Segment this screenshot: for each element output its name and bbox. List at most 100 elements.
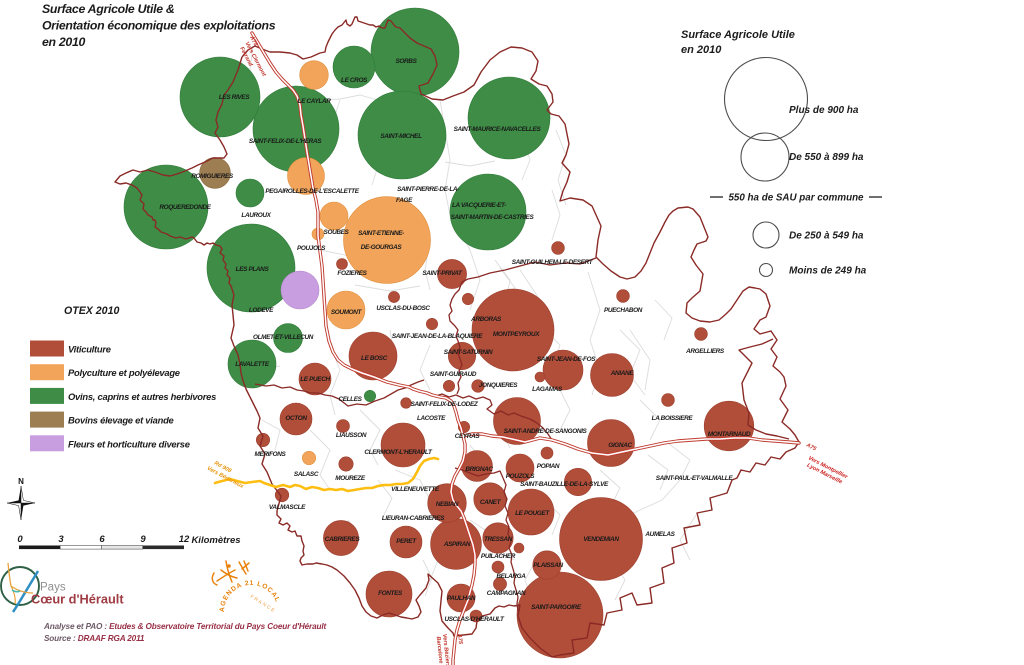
svg-text:Vers Béziers: Vers Béziers [441, 634, 450, 665]
svg-text:CAMPAGNAN: CAMPAGNAN [487, 590, 526, 597]
svg-text:Surface Agricole Utile: Surface Agricole Utile [681, 29, 795, 41]
svg-text:SAINT-JEAN-DE-LA-BLAQUIERE: SAINT-JEAN-DE-LA-BLAQUIERE [392, 333, 483, 340]
svg-text:SAINT-GUILHEM-LE-DESERT: SAINT-GUILHEM-LE-DESERT [512, 259, 594, 266]
svg-text:PAULHAN: PAULHAN [447, 595, 476, 602]
svg-text:SAINT-JEAN-DE-FOS: SAINT-JEAN-DE-FOS [537, 356, 596, 363]
svg-text:0: 0 [17, 534, 23, 545]
svg-text:LIAUSSON: LIAUSSON [336, 432, 367, 439]
svg-text:LE CROS: LE CROS [341, 77, 368, 84]
svg-text:POPIAN: POPIAN [537, 463, 560, 470]
svg-text:LODEVE: LODEVE [249, 307, 274, 314]
svg-text:DE-GOURGAS: DE-GOURGAS [361, 244, 403, 251]
svg-text:LE CAYLAR: LE CAYLAR [298, 98, 332, 105]
svg-text:ANIANE: ANIANE [610, 370, 634, 377]
svg-text:SAINT-FELIX-DE-L'HERAS: SAINT-FELIX-DE-L'HERAS [249, 138, 322, 145]
svg-text:CANET: CANET [480, 499, 502, 506]
svg-text:9: 9 [140, 534, 146, 545]
svg-text:12: 12 [179, 534, 190, 545]
svg-text:LES PLANS: LES PLANS [236, 266, 270, 273]
svg-text:SAINT-GUIRAUD: SAINT-GUIRAUD [430, 371, 477, 378]
svg-text:De 550 à 899 ha: De 550 à 899 ha [789, 152, 864, 163]
svg-text:SAINT-FELIX-DE-LODEZ: SAINT-FELIX-DE-LODEZ [411, 401, 479, 408]
svg-text:ROMIGUIERES: ROMIGUIERES [191, 173, 234, 180]
svg-text:USCLAS-DU-BOSC: USCLAS-DU-BOSC [376, 305, 430, 312]
svg-text:Analyse et PAO : Etudes & Obse: Analyse et PAO : Etudes & Observatoire T… [43, 622, 326, 631]
svg-text:Barcelone: Barcelone [435, 636, 444, 664]
svg-text:De 250 à 549 ha: De 250 à 549 ha [789, 231, 864, 242]
svg-text:LA BOISSIERE: LA BOISSIERE [652, 415, 694, 422]
svg-text:JONQUIERES: JONQUIERES [479, 382, 518, 389]
svg-text:LACOSTE: LACOSTE [417, 415, 446, 422]
svg-text:3: 3 [58, 534, 64, 545]
svg-text:MOUREZE: MOUREZE [335, 475, 366, 482]
svg-text:LE BOSC: LE BOSC [361, 355, 388, 362]
svg-text:FOZIERES: FOZIERES [337, 270, 367, 277]
svg-text:LE POUGET: LE POUGET [515, 510, 550, 517]
svg-text:SAINT-MAURICE-NAVACELLES: SAINT-MAURICE-NAVACELLES [454, 126, 542, 133]
svg-text:6: 6 [99, 534, 105, 545]
svg-text:en 2010: en 2010 [42, 35, 85, 49]
svg-text:MERIFONS: MERIFONS [255, 451, 287, 458]
svg-text:SAINT-PAUL-ET-VALMALLE: SAINT-PAUL-ET-VALMALLE [656, 475, 734, 482]
svg-text:LAUROUX: LAUROUX [241, 212, 271, 219]
svg-text:Plus de 900 ha: Plus de 900 ha [789, 105, 859, 116]
svg-text:OLMET-ET-VILLECUN: OLMET-ET-VILLECUN [253, 334, 314, 341]
svg-text:SAINT-MARTIN-DE-CASTRIES: SAINT-MARTIN-DE-CASTRIES [451, 214, 535, 221]
svg-text:CABRIERES: CABRIERES [325, 536, 361, 543]
svg-text:Bovins élevage et viande: Bovins élevage et viande [68, 415, 174, 426]
svg-text:PUILACHER: PUILACHER [481, 553, 516, 560]
svg-text:CEYRAS: CEYRAS [455, 433, 481, 440]
svg-text:A75: A75 [456, 633, 463, 646]
svg-text:SALASC: SALASC [294, 471, 319, 478]
svg-text:PERET: PERET [396, 538, 417, 545]
svg-text:Cœur d'Hérault: Cœur d'Hérault [31, 592, 124, 607]
svg-text:PEGAIROLLES-DE-L'ESCALETTE: PEGAIROLLES-DE-L'ESCALETTE [265, 188, 359, 195]
svg-text:OTEX 2010: OTEX 2010 [64, 305, 119, 317]
svg-text:LAVALETTE: LAVALETTE [235, 361, 270, 368]
svg-text:POUJOLS: POUJOLS [297, 245, 326, 252]
svg-text:Kilomètres: Kilomètres [191, 535, 240, 546]
svg-text:CELLES: CELLES [338, 396, 362, 403]
svg-text:A75: A75 [804, 442, 818, 453]
svg-text:VILLENEUVETTE: VILLENEUVETTE [391, 486, 440, 493]
svg-text:PLAISSAN: PLAISSAN [533, 562, 563, 569]
svg-text:SORBS: SORBS [396, 58, 418, 65]
svg-text:MONTPEYROUX: MONTPEYROUX [493, 331, 540, 338]
svg-text:Orientation économique des exp: Orientation économique des exploitations [42, 19, 276, 33]
svg-text:Ovins, caprins et autres herbi: Ovins, caprins et autres herbivores [68, 391, 216, 402]
svg-text:BELARGA: BELARGA [496, 573, 526, 580]
svg-text:SAINT-ETIENNE-: SAINT-ETIENNE- [358, 230, 404, 237]
svg-text:POUZOLS: POUZOLS [506, 473, 536, 480]
svg-text:Polyculture et polyélevage: Polyculture et polyélevage [68, 367, 180, 378]
svg-text:NEBIAN: NEBIAN [436, 501, 459, 508]
svg-text:BRIGNAC: BRIGNAC [465, 466, 493, 473]
svg-text:ASPIRAN: ASPIRAN [443, 541, 471, 548]
svg-text:SAINT-SATURNIN: SAINT-SATURNIN [444, 349, 493, 356]
svg-text:Source : DRAAF RGA 2011: Source : DRAAF RGA 2011 [44, 634, 145, 643]
svg-text:Viticulture: Viticulture [68, 344, 111, 355]
svg-text:MONTARNAUD: MONTARNAUD [708, 431, 751, 438]
svg-text:A75: A75 [248, 34, 259, 48]
svg-text:TRESSAN: TRESSAN [484, 536, 513, 543]
svg-text:LAGAMAS: LAGAMAS [532, 386, 563, 393]
svg-text:VALMASCLE: VALMASCLE [269, 504, 306, 511]
svg-text:SOUBES: SOUBES [324, 229, 350, 236]
svg-text:N: N [18, 477, 24, 486]
svg-text:Surface Agricole Utile &: Surface Agricole Utile & [42, 2, 175, 16]
svg-text:SAINT-ANDRE-DE-SANGONIS: SAINT-ANDRE-DE-SANGONIS [504, 428, 588, 435]
svg-text:OCTON: OCTON [285, 415, 307, 422]
svg-text:LES RIVES: LES RIVES [219, 94, 250, 101]
svg-text:ARGELLIERS: ARGELLIERS [685, 348, 725, 355]
svg-text:SAINT-PRIVAT: SAINT-PRIVAT [422, 270, 463, 277]
svg-text:SAINT-PARGOIRE: SAINT-PARGOIRE [531, 604, 582, 611]
svg-text:SAINT-PIERRE-DE-LA-: SAINT-PIERRE-DE-LA- [397, 186, 459, 193]
svg-text:PUECHABON: PUECHABON [604, 307, 643, 314]
svg-text:LE PUECH: LE PUECH [300, 376, 330, 383]
svg-text:SAINT-BAUZILLE-DE-LA-SYLVE: SAINT-BAUZILLE-DE-LA-SYLVE [520, 481, 609, 488]
svg-text:Moins de 249 ha: Moins de 249 ha [789, 266, 867, 277]
svg-text:USCLAS-D'HERAULT: USCLAS-D'HERAULT [445, 616, 505, 623]
svg-text:550 ha de SAU par commune: 550 ha de SAU par commune [728, 192, 864, 203]
svg-text:en 2010: en 2010 [681, 44, 722, 56]
svg-text:Pays: Pays [40, 582, 66, 594]
svg-text:FAGE: FAGE [396, 197, 413, 204]
